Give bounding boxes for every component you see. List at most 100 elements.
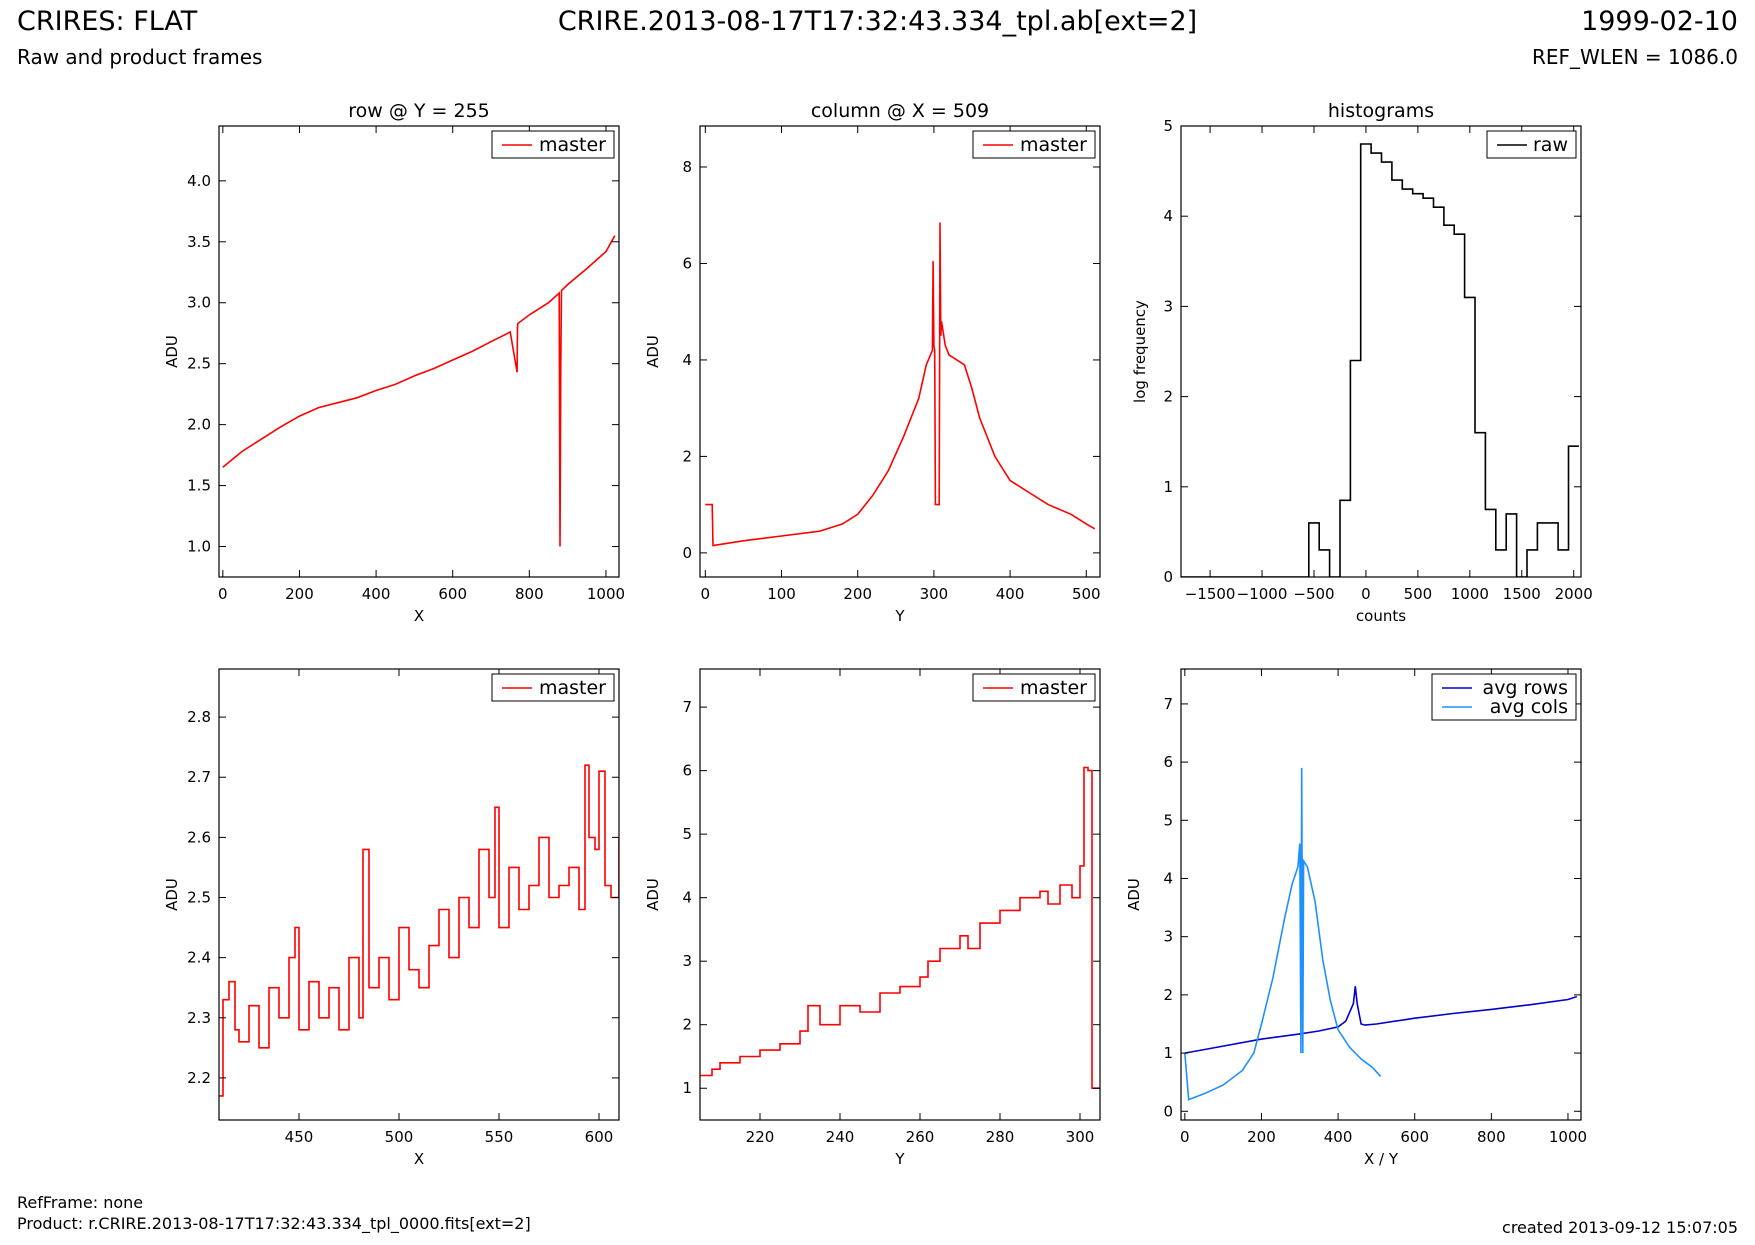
y-tick-label: 4 bbox=[682, 351, 692, 369]
y-axis-label: ADU bbox=[163, 335, 181, 368]
y-tick-label: 2.0 bbox=[187, 416, 211, 434]
x-tick-label: 500 bbox=[385, 1128, 414, 1146]
x-tick-label: 100 bbox=[767, 585, 796, 603]
x-axis-label: X bbox=[414, 1150, 424, 1168]
legend-label: master bbox=[1020, 134, 1087, 156]
y-tick-label: 2 bbox=[1163, 986, 1173, 1004]
plot-title: histograms bbox=[1328, 100, 1434, 122]
x-tick-label: 0 bbox=[1180, 1128, 1190, 1146]
legend-label: avg rows bbox=[1483, 677, 1568, 699]
x-tick-label: −1000 bbox=[1237, 585, 1288, 603]
x-tick-label: 800 bbox=[515, 585, 544, 603]
legend: master bbox=[972, 130, 1096, 159]
legend: raw bbox=[1486, 130, 1577, 159]
y-tick-label: 4.0 bbox=[187, 172, 211, 190]
legend: master bbox=[491, 673, 615, 702]
x-tick-label: 400 bbox=[362, 585, 391, 603]
series-line-master bbox=[222, 235, 616, 547]
y-tick-label: 2 bbox=[1163, 388, 1173, 406]
y-tick-label: 2.5 bbox=[187, 355, 211, 373]
x-axis-label: Y bbox=[894, 1150, 905, 1168]
y-tick-label: 0 bbox=[1163, 568, 1173, 586]
x-tick-label: 550 bbox=[485, 1128, 514, 1146]
series-line-avg-rows bbox=[1184, 986, 1578, 1054]
x-tick-label: 1000 bbox=[1549, 1128, 1587, 1146]
plot-title: row @ Y = 255 bbox=[348, 100, 490, 122]
x-tick-label: 500 bbox=[1072, 585, 1101, 603]
y-axis-label: ADU bbox=[1125, 878, 1143, 911]
legend-frame bbox=[1431, 673, 1577, 721]
y-tick-label: 4 bbox=[1163, 207, 1173, 225]
axes-frame bbox=[218, 668, 620, 1121]
y-tick-label: 6 bbox=[1163, 753, 1173, 771]
y-tick-label: 7 bbox=[682, 698, 692, 716]
series-line-master bbox=[700, 766, 1100, 1089]
legend-label: master bbox=[539, 677, 606, 699]
reference-wavelength: REF_WLEN = 1086.0 bbox=[1531, 45, 1738, 69]
x-tick-label: 400 bbox=[1324, 1128, 1353, 1146]
product-file-note: Product: r.CRIRE.2013-08-17T17:32:43.334… bbox=[17, 1214, 531, 1233]
y-tick-label: 1.5 bbox=[187, 477, 211, 495]
x-tick-label: 450 bbox=[285, 1128, 314, 1146]
x-tick-label: 800 bbox=[1477, 1128, 1506, 1146]
legend: master bbox=[491, 130, 615, 159]
observation-date: 1999-02-10 bbox=[1581, 6, 1738, 37]
series-line-avg-cols bbox=[1184, 767, 1382, 1101]
x-tick-label: 0 bbox=[1361, 585, 1371, 603]
y-tick-label: 3 bbox=[1163, 928, 1173, 946]
legend: master bbox=[972, 673, 1096, 702]
legend-label: master bbox=[1020, 677, 1087, 699]
x-axis-label: Y bbox=[894, 607, 905, 625]
x-tick-label: −1500 bbox=[1185, 585, 1236, 603]
y-tick-label: 4 bbox=[682, 889, 692, 907]
y-tick-label: 3 bbox=[1163, 297, 1173, 315]
x-tick-label: 0 bbox=[218, 585, 228, 603]
x-axis-label: X bbox=[414, 607, 424, 625]
x-tick-label: 280 bbox=[986, 1128, 1015, 1146]
x-tick-label: 200 bbox=[843, 585, 872, 603]
x-axis-label: counts bbox=[1356, 607, 1406, 625]
axes-frame bbox=[1180, 668, 1582, 1121]
x-tick-label: 2000 bbox=[1555, 585, 1593, 603]
reference-frame-note: RefFrame: none bbox=[17, 1193, 144, 1212]
figure-title: CRIRES: FLAT bbox=[17, 6, 198, 37]
plot-title: column @ X = 509 bbox=[811, 100, 989, 122]
axes-frame bbox=[699, 668, 1101, 1121]
y-tick-label: 5 bbox=[1163, 811, 1173, 829]
y-tick-label: 2.4 bbox=[187, 949, 211, 967]
y-tick-label: 1 bbox=[1163, 1044, 1173, 1062]
x-tick-label: 200 bbox=[285, 585, 314, 603]
y-tick-label: 6 bbox=[682, 762, 692, 780]
axes-frame bbox=[1180, 125, 1582, 578]
y-tick-label: 2.6 bbox=[187, 828, 211, 846]
axes-frame bbox=[699, 125, 1101, 578]
x-tick-label: 1500 bbox=[1503, 585, 1541, 603]
y-tick-label: 5 bbox=[682, 825, 692, 843]
y-axis-label: ADU bbox=[644, 335, 662, 368]
y-axis-label: ADU bbox=[163, 878, 181, 911]
legend-label: raw bbox=[1533, 134, 1568, 156]
y-tick-label: 1 bbox=[682, 1079, 692, 1097]
x-tick-label: 0 bbox=[701, 585, 711, 603]
y-tick-label: 5 bbox=[1163, 117, 1173, 135]
axes-frame bbox=[218, 125, 620, 578]
x-tick-label: 240 bbox=[826, 1128, 855, 1146]
x-tick-label: 500 bbox=[1404, 585, 1433, 603]
x-axis-label: X / Y bbox=[1364, 1150, 1399, 1168]
y-tick-label: 2.3 bbox=[187, 1009, 211, 1027]
legend-label: avg cols bbox=[1490, 696, 1568, 718]
y-tick-label: 2.8 bbox=[187, 708, 211, 726]
y-tick-label: 2 bbox=[682, 1016, 692, 1034]
averages-plot: 0 200 400 600 800 1000 0 1 2 3 4 5 6 7 X / Y ADU avg row… bbox=[1125, 668, 1587, 1168]
x-tick-label: 1000 bbox=[1451, 585, 1489, 603]
x-tick-label: 200 bbox=[1247, 1128, 1276, 1146]
x-tick-label: 220 bbox=[746, 1128, 775, 1146]
y-tick-label: 1 bbox=[1163, 478, 1173, 496]
x-tick-label: 300 bbox=[920, 585, 949, 603]
figure-subtitle: Raw and product frames bbox=[17, 45, 263, 69]
created-timestamp: created 2013-09-12 15:07:05 bbox=[1502, 1218, 1738, 1237]
y-tick-label: 4 bbox=[1163, 869, 1173, 887]
file-name-title: CRIRE.2013-08-17T17:32:43.334_tpl.ab[ext… bbox=[557, 6, 1198, 37]
y-tick-label: 0 bbox=[682, 544, 692, 562]
